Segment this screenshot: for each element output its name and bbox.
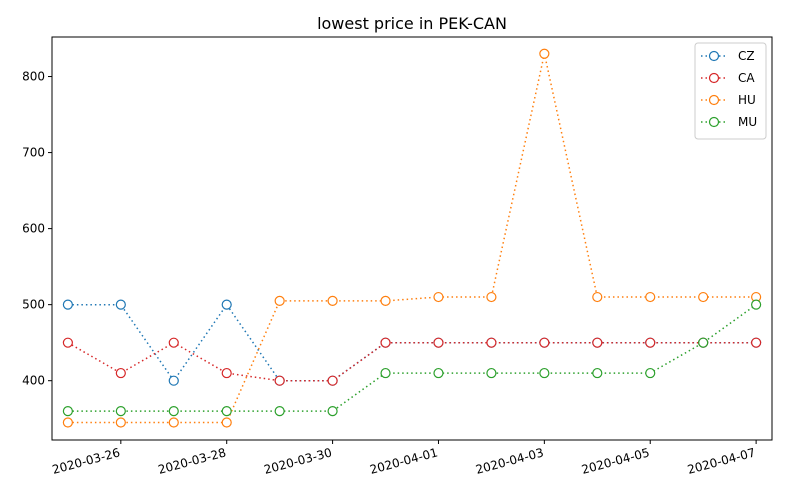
data-point-hu (486, 291, 497, 303)
legend-label-cz: CZ (738, 49, 755, 63)
series-line-mu (67, 304, 757, 412)
y-tick-label: 400 (22, 374, 45, 388)
data-point-mu (380, 367, 391, 379)
legend-label-mu: MU (738, 115, 757, 129)
data-point-hu (115, 417, 126, 428)
data-point-ca (115, 367, 126, 379)
plot-frame (51, 36, 773, 441)
data-point-cz (115, 299, 126, 310)
data-point-cz (62, 299, 73, 310)
data-point-cz (221, 299, 232, 310)
legend-box (694, 42, 767, 140)
data-point-cz (168, 375, 179, 386)
data-point-mu (168, 406, 179, 417)
data-point-ca (62, 337, 73, 348)
data-point-hu (539, 48, 550, 59)
x-tick-label: 2020-03-26 (51, 445, 122, 477)
legend-label-hu: HU (738, 93, 756, 107)
x-tick-label: 2020-03-30 (262, 445, 333, 477)
legend-marker-hu (708, 94, 720, 106)
data-point-mu (698, 337, 709, 348)
x-tick-label: 2020-04-07 (686, 445, 757, 477)
data-point-ca (433, 337, 444, 348)
data-point-hu (274, 295, 285, 306)
data-point-mu (327, 406, 338, 417)
y-tick-label: 600 (22, 222, 45, 236)
legend-marker-mu (708, 116, 720, 128)
data-point-ca (592, 337, 603, 348)
data-point-hu (698, 291, 709, 303)
data-point-mu (539, 367, 550, 379)
data-point-ca (380, 337, 391, 348)
legend-label-ca: CA (738, 71, 755, 85)
y-tick-label: 800 (22, 70, 45, 84)
y-tick-label: 700 (22, 146, 45, 160)
data-point-mu (645, 367, 656, 379)
legend-marker-ca (708, 72, 720, 84)
chart-title: lowest price in PEK-CAN (317, 14, 507, 33)
data-point-ca (327, 375, 338, 386)
series-line-hu (67, 53, 757, 424)
data-point-hu (327, 295, 338, 306)
data-point-ca (539, 337, 550, 348)
data-point-hu (433, 291, 444, 303)
data-point-ca (645, 337, 656, 348)
data-point-mu (274, 406, 285, 417)
data-point-mu (115, 406, 126, 417)
x-tick-label: 2020-03-28 (156, 445, 227, 477)
data-point-hu (380, 295, 391, 306)
data-point-hu (168, 417, 179, 428)
data-point-ca (221, 367, 232, 379)
x-tick-label: 2020-04-01 (368, 445, 439, 477)
data-point-ca (486, 337, 497, 348)
y-tick-label: 500 (22, 298, 45, 312)
data-point-ca (168, 337, 179, 348)
data-point-mu (751, 299, 762, 310)
x-tick-label: 2020-04-05 (580, 445, 651, 477)
data-point-mu (592, 367, 603, 379)
legend-marker-cz (708, 50, 720, 62)
data-point-hu (592, 291, 603, 303)
data-point-mu (433, 367, 444, 379)
data-point-mu (62, 406, 73, 417)
data-point-ca (274, 375, 285, 386)
data-point-hu (645, 291, 656, 303)
x-tick-label: 2020-04-03 (474, 445, 545, 477)
data-point-mu (221, 406, 232, 417)
data-point-hu (62, 417, 73, 428)
data-point-hu (221, 417, 232, 428)
data-point-mu (486, 367, 497, 379)
data-point-ca (751, 337, 762, 348)
